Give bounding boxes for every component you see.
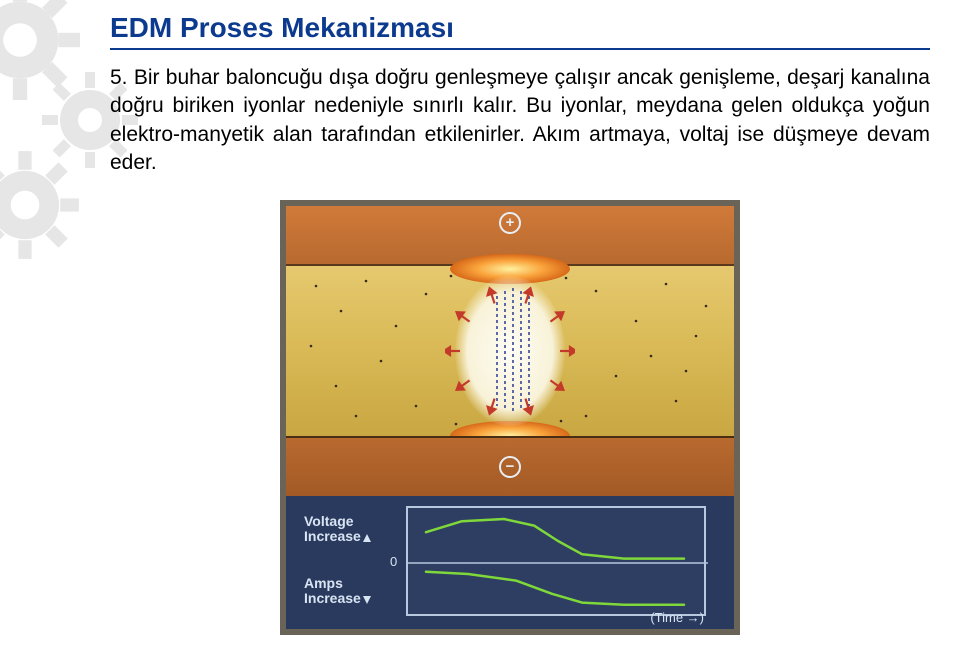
voltage-label-text: Voltage Increase — [304, 513, 361, 544]
chart-curves — [408, 508, 708, 618]
time-label: (Time →) — [650, 610, 704, 625]
amps-label-text: Amps Increase — [304, 575, 361, 606]
slide-body: 5. Bir buhar baloncuğu dışa doğru genleş… — [110, 64, 930, 177]
chart-area: Voltage Increase Amps Increase 0 (Time →… — [286, 496, 734, 629]
plus-symbol: + — [499, 212, 521, 234]
voltage-label: Voltage Increase — [304, 514, 371, 545]
figure-inner: + — [286, 206, 734, 629]
edm-figure: + — [280, 200, 740, 635]
chart-box — [406, 506, 706, 616]
zero-label: 0 — [390, 554, 397, 569]
slide-title: EDM Proses Mekanizması — [110, 12, 930, 44]
plasma-channel — [445, 266, 575, 436]
gear-decoration-3 — [0, 150, 80, 260]
spark-arrows — [445, 266, 575, 436]
title-underline — [110, 48, 930, 50]
slide-content: EDM Proses Mekanizması 5. Bir buhar balo… — [110, 12, 930, 177]
arrow-up-icon — [363, 534, 371, 542]
minus-symbol: − — [499, 456, 521, 478]
arrow-down-icon — [363, 596, 371, 604]
amps-label: Amps Increase — [304, 576, 371, 607]
